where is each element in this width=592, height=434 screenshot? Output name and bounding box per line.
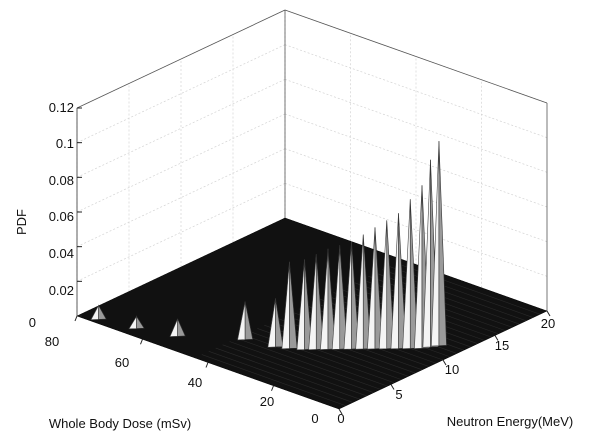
peak-face-dark — [386, 220, 395, 349]
peak-face-dark — [289, 261, 298, 349]
peak-face-dark — [244, 301, 254, 340]
peak-face-dark — [339, 245, 348, 350]
peak-face-dark — [304, 259, 313, 350]
peak-face-dark — [177, 318, 186, 337]
y-tick-label: 0 — [311, 411, 318, 426]
x-tick-label: 0 — [337, 411, 344, 426]
y-tick-label: 40 — [188, 375, 202, 390]
x-tick-label: 5 — [395, 387, 402, 402]
x-tick-label: 10 — [445, 362, 459, 377]
surface-mesh-line — [201, 354, 347, 407]
x-tick-mark — [390, 384, 395, 390]
x-tick-label: 20 — [541, 316, 555, 331]
surface-mesh-line — [215, 347, 360, 400]
surface-mesh-line — [222, 344, 367, 397]
z-tick-label: 0.1 — [56, 136, 74, 151]
z-tick-label: 0.08 — [49, 173, 74, 188]
x-tick-mark — [442, 359, 447, 366]
z-tick-label: 0.06 — [49, 209, 74, 224]
peak-face-dark — [275, 298, 284, 348]
x-tick-mark — [546, 310, 551, 317]
peaks — [90, 141, 447, 351]
surface-mesh-line — [229, 341, 374, 393]
z-tick-label: 0.12 — [49, 100, 74, 115]
z-axis-label: PDF — [14, 209, 29, 235]
y-tick-mark — [74, 315, 78, 322]
z-tick-label: 0.02 — [49, 283, 74, 298]
y-tick-label: 60 — [115, 355, 129, 370]
y-tick-mark — [271, 385, 274, 391]
x-tick-mark — [338, 408, 343, 415]
y-tick-labels: 80 60 40 20 0 — [45, 334, 319, 426]
z-tick-label: 0 — [29, 315, 36, 330]
x-tick-labels: 0 5 10 15 20 — [337, 316, 555, 426]
peak-face-dark — [98, 304, 107, 320]
x-tick-label: 15 — [495, 338, 509, 353]
tick-marks — [74, 107, 551, 415]
x-axis-label: Neutron Energy(MeV) — [447, 414, 573, 429]
z-tick-label: 0.04 — [49, 246, 74, 261]
z-tick-labels: 0 0.02 0.04 0.06 0.08 0.1 0.12 — [29, 100, 74, 330]
peak-face-dark — [315, 254, 325, 350]
peak-face-dark — [438, 141, 447, 346]
y-tick-mark — [205, 362, 209, 368]
surface-mesh-line — [236, 337, 381, 390]
x-tick-mark — [494, 335, 499, 341]
surface-mesh-line — [243, 334, 388, 387]
y-tick-label: 20 — [260, 394, 274, 409]
y-tick-label: 80 — [45, 334, 59, 349]
frame-edge — [76, 9, 286, 109]
y-tick-mark — [140, 339, 143, 345]
surface-mesh-line — [208, 351, 353, 403]
peak-face-dark — [136, 315, 145, 329]
y-axis-label: Whole Body Dose (mSv) — [49, 416, 191, 431]
peak-face-dark — [327, 248, 336, 350]
frame-edge — [284, 9, 548, 104]
grid-line — [284, 79, 548, 173]
